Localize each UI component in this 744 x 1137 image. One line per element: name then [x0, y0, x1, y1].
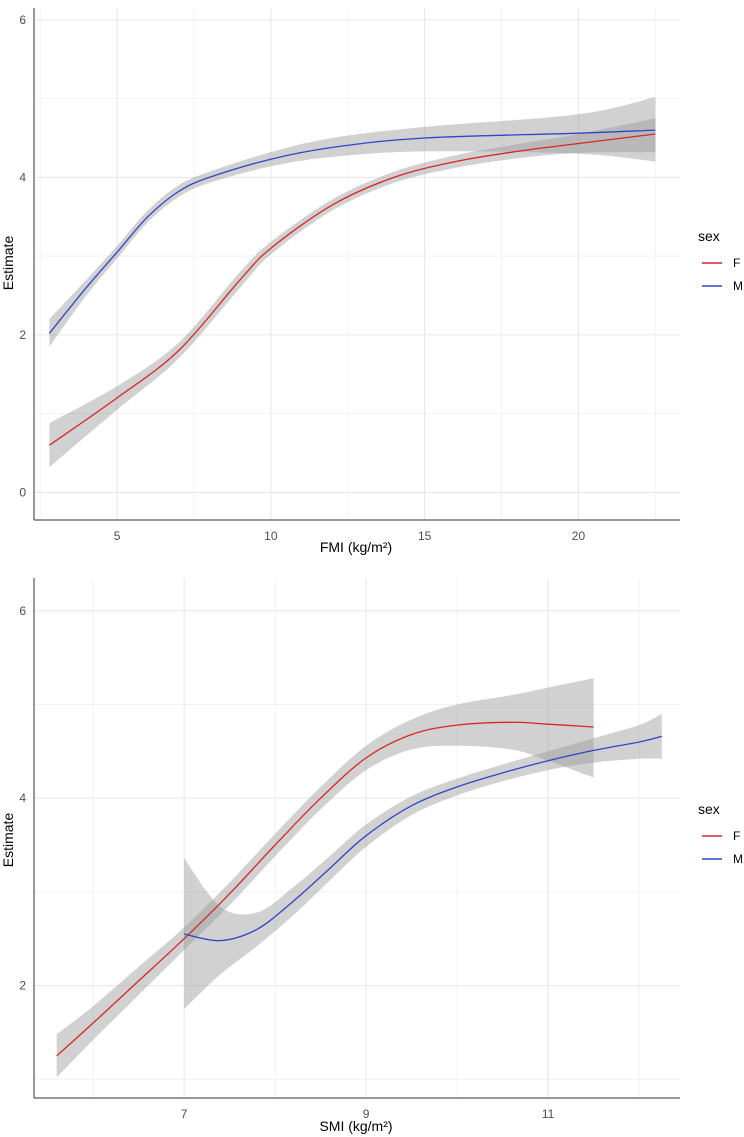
smi-legend-label-f: F — [733, 829, 740, 843]
smi-x-tick-label: 7 — [181, 1107, 188, 1121]
fmi-tick-labels: 5 10 15 20 0 2 4 6 — [19, 13, 585, 543]
smi-y-axis-title: Estimate — [0, 813, 16, 868]
smi-legend: sex F M — [698, 801, 743, 866]
fmi-x-tick-label: 15 — [418, 529, 432, 543]
smi-line-m — [183, 735, 662, 942]
smi-x-tick-label: 9 — [363, 1107, 370, 1121]
fmi-x-tick-label: 20 — [572, 529, 586, 543]
smi-line-f — [56, 721, 594, 1057]
fmi-x-axis-title: FMI (kg/m²) — [320, 539, 392, 555]
fmi-y-tick-label: 0 — [19, 485, 26, 499]
fmi-x-tick-label: 10 — [264, 529, 278, 543]
smi-x-axis-title: SMI (kg/m²) — [319, 1118, 392, 1134]
smi-y-tick-label: 4 — [19, 791, 26, 805]
fmi-line-m — [48, 129, 656, 334]
smi-axes — [33, 578, 680, 1099]
fmi-legend: sex F M — [698, 228, 743, 293]
fmi-axes — [33, 8, 680, 521]
fmi-grid — [34, 8, 680, 520]
smi-series-lines — [56, 721, 662, 1057]
fmi-band-f — [49, 118, 656, 468]
fmi-line-f — [49, 133, 656, 446]
fmi-legend-label-m: M — [733, 279, 743, 293]
smi-grid — [34, 578, 680, 1098]
smi-legend-label-m: M — [733, 852, 743, 866]
fmi-band-m — [49, 97, 656, 347]
smi-legend-title: sex — [698, 801, 720, 817]
fmi-y-tick-label: 2 — [19, 328, 26, 342]
fmi-y-tick-label: 4 — [19, 170, 26, 184]
fmi-legend-label-f: F — [733, 256, 740, 270]
smi-y-tick-label: 2 — [19, 979, 26, 993]
smi-band-f — [56, 678, 594, 1078]
smi-x-tick-label: 11 — [542, 1107, 555, 1121]
fmi-y-axis-title: Estimate — [0, 236, 16, 291]
fmi-chart: 5 10 15 20 0 2 4 6 FMI (kg/m²) Estimate sex F M — [0, 8, 743, 555]
smi-confidence-bands — [56, 678, 662, 1078]
fmi-legend-title: sex — [698, 228, 720, 244]
fmi-confidence-bands — [49, 97, 656, 468]
smi-chart: 7 9 11 2 4 6 SMI (kg/m²) Estimate sex F M — [0, 578, 743, 1134]
fmi-x-tick-label: 5 — [114, 529, 121, 543]
smi-y-tick-label: 6 — [19, 604, 26, 618]
fmi-y-tick-label: 6 — [19, 13, 26, 27]
smi-tick-labels: 7 9 11 2 4 6 — [19, 604, 554, 1121]
smi-band-m — [184, 713, 662, 1009]
fmi-series-lines — [48, 129, 656, 446]
